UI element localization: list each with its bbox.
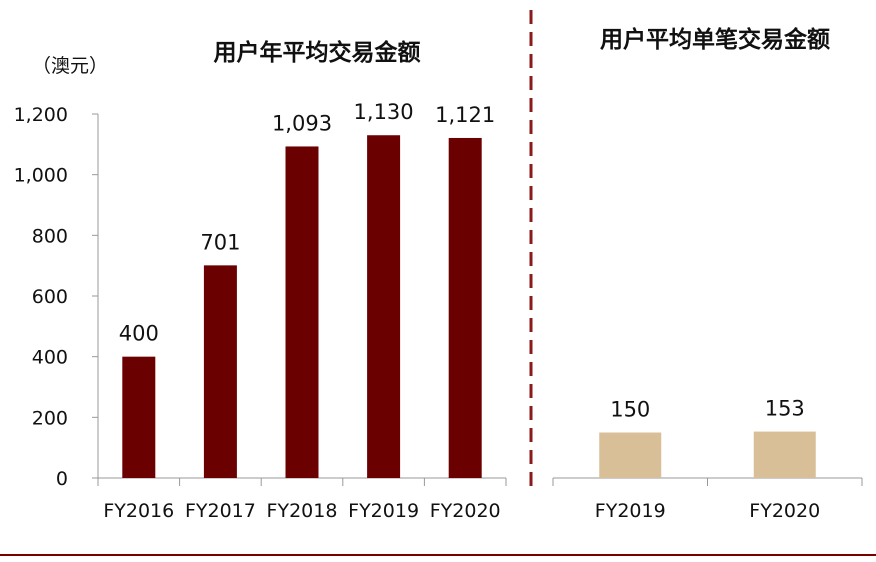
bar: [122, 356, 156, 478]
per-transaction-amount-chart: 用户平均单笔交易金额 150 153 FY2019 FY2020: [552, 26, 863, 522]
y-tick-label: 600: [32, 286, 68, 308]
category-label: FY2017: [185, 500, 256, 522]
data-label: 1,130: [354, 100, 414, 124]
y-tick-label: 1,000: [14, 165, 68, 187]
right-data-labels: 150 153: [610, 397, 805, 422]
data-label: 1,093: [272, 111, 332, 135]
data-label: 400: [119, 322, 159, 346]
bar: [599, 432, 662, 478]
category-label: FY2016: [103, 500, 174, 522]
left-data-labels: 400 701 1,093 1,130 1,121: [119, 100, 496, 345]
y-tick-label: 200: [32, 407, 68, 429]
category-label: FY2018: [267, 500, 338, 522]
right-bars: [599, 431, 816, 478]
y-tick-label: 800: [32, 225, 68, 247]
left-category-labels: FY2016 FY2017 FY2018 FY2019 FY2020: [103, 500, 500, 522]
y-tick-label: 1,200: [14, 104, 68, 126]
bar: [203, 265, 237, 478]
category-label: FY2020: [749, 500, 820, 522]
y-axis-unit-label: （澳元）: [32, 55, 108, 77]
y-tick-label: 0: [56, 468, 68, 490]
annual-amount-chart: 用户年平均交易金额 （澳元） 0 200 400 600 800 1,000 1,200 4…: [14, 39, 507, 522]
data-label: 701: [200, 230, 240, 254]
right-chart-title: 用户平均单笔交易金额: [600, 26, 830, 53]
bar: [448, 137, 482, 479]
left-chart-title: 用户年平均交易金额: [214, 39, 421, 66]
category-label: FY2019: [595, 500, 666, 522]
bar: [367, 135, 401, 478]
bar: [285, 146, 319, 478]
y-tick-label: 400: [32, 347, 68, 369]
left-y-ticks: 0 200 400 600 800 1,000 1,200: [14, 104, 507, 490]
bar: [753, 431, 816, 478]
left-bars: [122, 135, 482, 479]
data-label: 1,121: [435, 103, 495, 127]
category-label: FY2019: [348, 500, 419, 522]
data-label: 153: [765, 397, 805, 421]
data-label: 150: [610, 398, 650, 422]
category-label: FY2020: [430, 500, 501, 522]
right-x-ticks: [552, 478, 863, 486]
right-category-labels: FY2019 FY2020: [595, 500, 820, 522]
